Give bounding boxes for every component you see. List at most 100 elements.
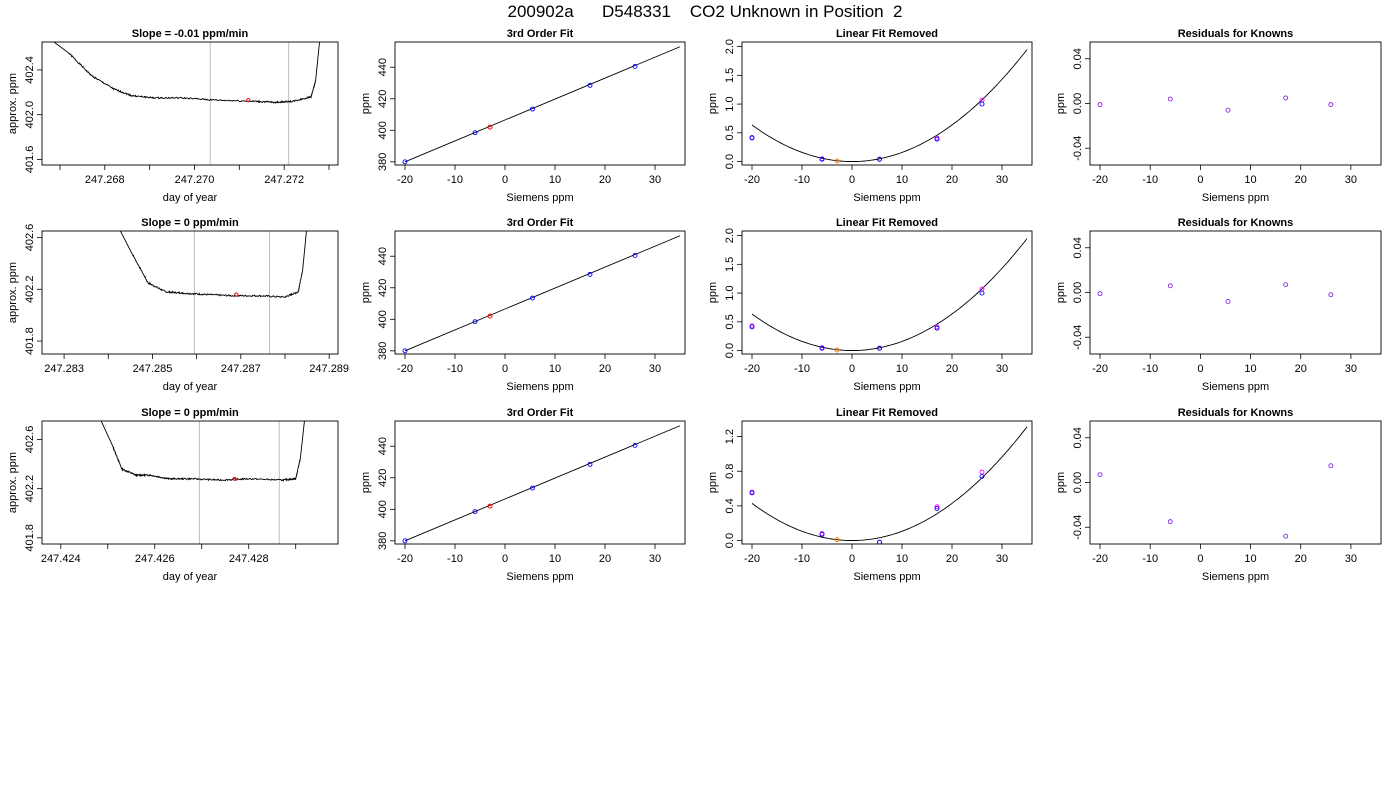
- concentration-trace: [53, 42, 320, 104]
- y-tick-label: 380: [377, 342, 389, 360]
- unknown-marker: [232, 476, 237, 481]
- plot-title: 3rd Order Fit: [507, 217, 574, 229]
- residual-point: [1167, 519, 1173, 525]
- x-tick-label: 0: [502, 363, 508, 375]
- known-point: [587, 82, 593, 88]
- x-tick-label: -10: [447, 174, 463, 186]
- plot-frame: [741, 420, 1033, 545]
- unknown-point: [487, 503, 493, 509]
- fit-curve: [751, 49, 1028, 162]
- y-tick-label: 400: [377, 310, 389, 328]
- x-tick-label: 30: [996, 363, 1008, 375]
- residual-point: [1097, 291, 1103, 297]
- y-tick-label: 1.5: [724, 68, 736, 83]
- unknown-marker: [246, 98, 251, 103]
- y-tick-label: 402.6: [24, 426, 36, 454]
- x-tick-label: 30: [996, 174, 1008, 186]
- x-tick-label: -20: [744, 174, 760, 186]
- unknown-point: [834, 347, 840, 353]
- concentration-trace: [100, 421, 305, 483]
- fit-curve: [751, 238, 1028, 351]
- y-axis-label: ppm: [1055, 282, 1067, 303]
- known-point: [530, 485, 535, 491]
- x-tick-label: 30: [649, 553, 661, 565]
- y-tick-label: 402.6: [24, 224, 36, 252]
- x-tick-label: 0: [849, 174, 855, 186]
- known-point: [749, 490, 755, 496]
- x-axis-label: day of year: [163, 381, 218, 393]
- x-tick-label: -10: [447, 553, 463, 565]
- x-tick-label: 247.268: [85, 174, 125, 186]
- known-point: [877, 539, 882, 544]
- known-point: [934, 506, 940, 511]
- known-point-alt: [979, 469, 985, 475]
- x-axis-label: Siemens ppm: [1202, 571, 1269, 583]
- known-point: [632, 63, 638, 69]
- residual-point: [1097, 102, 1103, 108]
- y-tick-label: 402.2: [24, 475, 36, 503]
- known-point: [632, 252, 638, 258]
- plot-title: Linear Fit Removed: [836, 407, 938, 419]
- y-tick-label: 402.0: [24, 101, 36, 129]
- y-tick-label: 380: [377, 532, 389, 550]
- x-tick-label: 30: [1345, 553, 1357, 565]
- fit-line: [404, 235, 681, 352]
- panel-r3c3: Linear Fit Removed -20 -10 0 10 20 30 0.0 0.4 0.8…: [707, 407, 1033, 583]
- y-axis-label: approx. ppm: [7, 452, 19, 513]
- known-point: [632, 442, 638, 448]
- x-tick-label: -20: [1092, 553, 1108, 565]
- y-axis-label: ppm: [707, 282, 719, 303]
- y-tick-label: 402.4: [24, 56, 36, 84]
- plot-area: [119, 231, 307, 354]
- known-point: [979, 101, 985, 107]
- panel-r2c3: Linear Fit Removed -20 -10 0 10 20 30 0.0 0.5 1.0…: [707, 217, 1033, 393]
- x-tick-label: -10: [794, 553, 810, 565]
- x-tick-label: 20: [599, 174, 611, 186]
- plot-frame: [741, 41, 1033, 166]
- known-point: [587, 461, 593, 467]
- x-tick-label: 20: [1295, 174, 1307, 186]
- known-point: [472, 509, 478, 515]
- plot-area: [100, 421, 305, 544]
- fit-line: [404, 46, 681, 163]
- y-tick-label: 380: [377, 153, 389, 171]
- x-tick-label: 20: [946, 553, 958, 565]
- x-tick-label: 247.285: [133, 363, 173, 375]
- plot-area: [1097, 95, 1334, 113]
- x-tick-label: 0: [849, 553, 855, 565]
- known-point: [402, 159, 408, 165]
- plot-title: Linear Fit Removed: [836, 28, 938, 40]
- fit-line: [404, 425, 681, 542]
- x-tick-label: -20: [1092, 363, 1108, 375]
- plot-frame: [394, 230, 686, 355]
- panel-r1c2: 3rd Order Fit -20 -10 0 10 20 30 380 400 420 440 Si…: [360, 28, 686, 204]
- x-axis-label: Siemens ppm: [506, 381, 573, 393]
- plot-area: [1097, 282, 1334, 304]
- unknown-point: [487, 313, 493, 319]
- x-tick-label: 10: [896, 553, 908, 565]
- unknown-marker: [234, 292, 239, 297]
- plot-frame: [41, 41, 339, 166]
- page-title: 200902a D548331 CO2 Unknown in Position …: [507, 2, 903, 21]
- known-point: [402, 538, 408, 544]
- y-axis-label: ppm: [707, 93, 719, 114]
- known-point: [934, 136, 940, 142]
- x-tick-label: 30: [649, 174, 661, 186]
- y-tick-label: 1.0: [724, 96, 736, 111]
- y-axis-label: ppm: [360, 93, 372, 114]
- y-tick-label: 0.00: [1072, 472, 1084, 493]
- x-axis-label: day of year: [163, 571, 218, 583]
- x-axis-label: Siemens ppm: [506, 571, 573, 583]
- y-tick-label: 0.00: [1072, 282, 1084, 303]
- x-tick-label: 0: [502, 553, 508, 565]
- x-tick-label: 20: [1295, 363, 1307, 375]
- x-axis-label: Siemens ppm: [853, 571, 920, 583]
- y-tick-label: 440: [377, 58, 389, 76]
- y-tick-label: 420: [377, 279, 389, 297]
- y-axis-label: ppm: [1055, 93, 1067, 114]
- y-tick-label: 0.04: [1072, 48, 1084, 69]
- x-axis-label: Siemens ppm: [853, 381, 920, 393]
- x-tick-label: 30: [649, 363, 661, 375]
- x-tick-label: -20: [744, 363, 760, 375]
